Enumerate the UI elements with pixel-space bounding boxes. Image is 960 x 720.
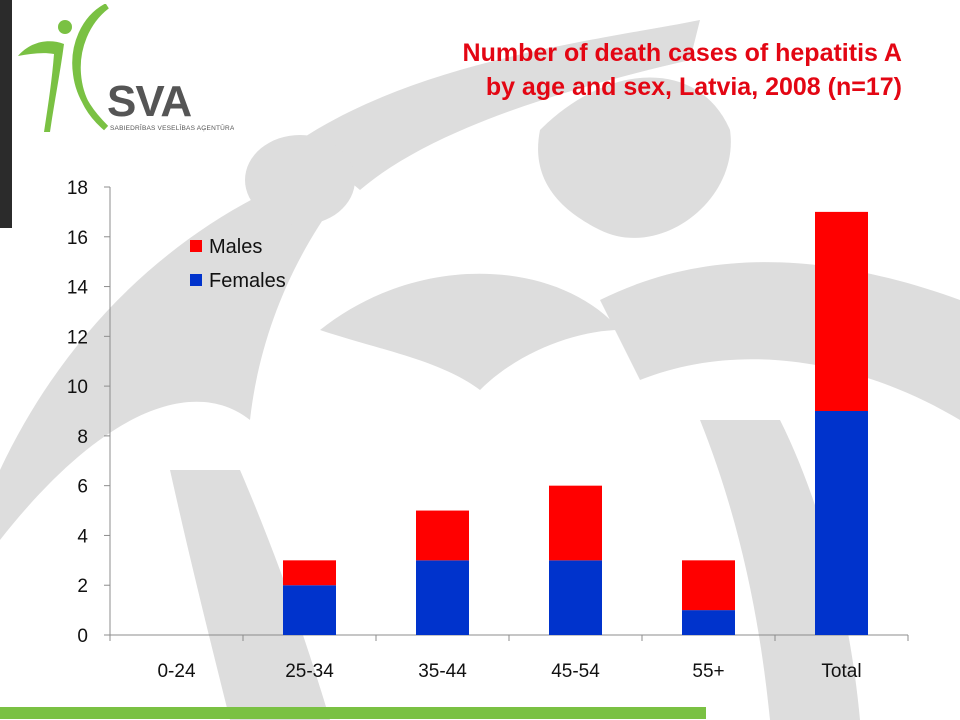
bar-females-45-54 — [549, 560, 602, 635]
x-tick-label: 35-44 — [418, 661, 467, 682]
bar-males-45-54 — [549, 485, 602, 561]
y-tick-label: 4 — [77, 526, 88, 547]
y-tick-label: 8 — [77, 427, 88, 448]
bar-females-total — [815, 411, 868, 635]
logo-brand-text: SVA — [107, 77, 191, 126]
legend-swatch-females — [190, 274, 202, 286]
left-accent-bar — [0, 0, 12, 228]
chart-title: Number of death cases of hepatitis A by … — [463, 36, 902, 104]
x-tick-label: Total — [821, 661, 861, 682]
bar-females-55+ — [682, 610, 735, 635]
bar-males-total — [815, 211, 868, 411]
bar-males-35-44 — [416, 510, 469, 561]
x-axis: 0-24 25-34 35-44 45-54 55+ Total — [109, 634, 909, 682]
chart-title-line1: Number of death cases of hepatitis A — [462, 39, 902, 67]
y-tick-label: 6 — [77, 477, 88, 498]
bar-females-25-34 — [283, 585, 336, 635]
logo-figure-icon — [18, 4, 109, 132]
y-tick-label: 10 — [67, 377, 88, 398]
legend: Males Females — [190, 236, 286, 292]
bar-males-55+ — [682, 560, 735, 611]
y-tick-label: 14 — [67, 278, 89, 299]
bars — [283, 211, 868, 635]
y-axis: 0 2 4 6 8 10 12 14 16 18 — [67, 178, 111, 647]
bar-males-25-34 — [283, 560, 336, 586]
x-tick-label: 0-24 — [157, 661, 195, 682]
legend-label-females: Females — [209, 270, 286, 292]
y-tick-label: 18 — [67, 178, 88, 199]
bottom-accent-line — [0, 707, 706, 719]
logo-subtitle-text: SABIEDRĪBAS VESELĪBAS AĢENTŪRA — [110, 124, 234, 132]
bar-females-35-44 — [416, 560, 469, 635]
x-tick-label: 45-54 — [551, 661, 600, 682]
legend-label-males: Males — [209, 236, 262, 258]
y-tick-label: 16 — [67, 228, 88, 249]
chart-title-line2: by age and sex, Latvia, 2008 (n=17) — [485, 73, 902, 101]
y-tick-label: 12 — [67, 327, 88, 348]
y-tick-label: 2 — [77, 576, 88, 597]
y-tick-label: 0 — [77, 626, 88, 647]
x-tick-label: 25-34 — [285, 661, 334, 682]
sva-logo: SVA SABIEDRĪBAS VESELĪBAS AĢENTŪRA — [18, 4, 234, 132]
legend-swatch-males — [190, 240, 202, 252]
x-tick-label: 55+ — [692, 661, 724, 682]
